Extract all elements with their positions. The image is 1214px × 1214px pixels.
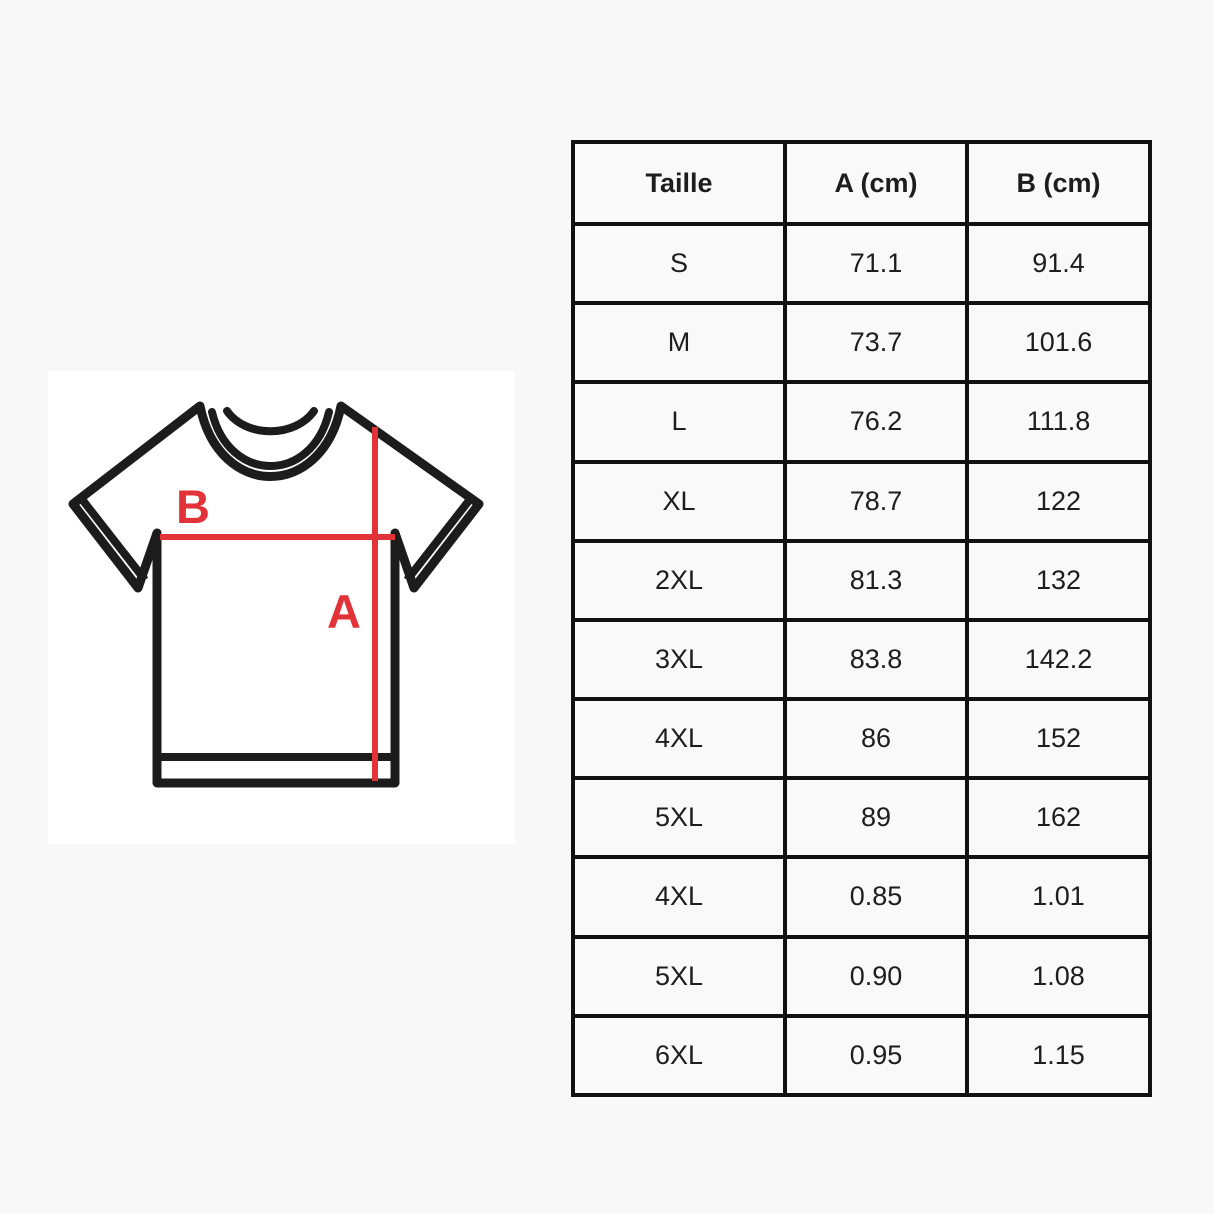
table-row: 6XL 0.95 1.15	[571, 1013, 1152, 1098]
size-cell: 2XL	[571, 538, 787, 622]
header-cell-taille: Taille	[571, 140, 787, 226]
size-cell: 5XL	[571, 934, 787, 1018]
a-value-cell: 73.7	[783, 301, 969, 385]
header-cell-a-cm: A (cm)	[783, 140, 969, 226]
left-cuff-line	[77, 495, 149, 583]
table-row: M 73.7 101.6	[571, 301, 1152, 385]
a-value-cell: 0.90	[783, 934, 969, 1018]
table-row: 3XL 83.8 142.2	[571, 617, 1152, 702]
header-row: Taille A (cm) B (cm)	[571, 140, 1152, 226]
size-cell: S	[571, 221, 787, 306]
table-row: L 76.2 111.8	[571, 380, 1152, 464]
size-cell: 4XL	[571, 855, 787, 939]
label-b: B	[176, 480, 210, 533]
size-table: Taille A (cm) B (cm) S 71.1 91.4 M 73.7 …	[571, 140, 1152, 1098]
a-value-cell: 76.2	[783, 380, 969, 464]
tshirt-illustration-icon: B A	[68, 401, 484, 788]
b-value-cell: 152	[965, 697, 1152, 781]
b-value-cell: 132	[965, 538, 1152, 622]
header-cell-b-cm: B (cm)	[965, 140, 1152, 226]
size-cell: L	[571, 380, 787, 464]
a-value-cell: 81.3	[783, 538, 969, 622]
collar-band-line	[208, 408, 333, 470]
table-row: 5XL 89 162	[571, 776, 1152, 860]
size-cell: 4XL	[571, 697, 787, 781]
a-value-cell: 86	[783, 697, 969, 781]
size-cell: 6XL	[571, 1013, 787, 1098]
a-value-cell: 0.95	[783, 1013, 969, 1098]
table-row: S 71.1 91.4	[571, 221, 1152, 306]
b-value-cell: 122	[965, 459, 1152, 543]
table-row: XL 78.7 122	[571, 459, 1152, 543]
collar-back-line	[223, 407, 318, 436]
label-a: A	[327, 585, 361, 638]
b-value-cell: 162	[965, 776, 1152, 860]
b-value-cell: 111.8	[965, 380, 1152, 464]
table-row: 5XL 0.90 1.08	[571, 934, 1152, 1018]
a-value-cell: 83.8	[783, 617, 969, 702]
size-cell: M	[571, 301, 787, 385]
tshirt-diagram-panel: B A	[48, 370, 515, 844]
b-value-cell: 142.2	[965, 617, 1152, 702]
b-value-cell: 1.08	[965, 934, 1152, 1018]
a-value-cell: 71.1	[783, 221, 969, 306]
b-value-cell: 101.6	[965, 301, 1152, 385]
size-cell: 5XL	[571, 776, 787, 860]
b-value-cell: 1.15	[965, 1013, 1152, 1098]
a-value-cell: 0.85	[783, 855, 969, 939]
table-row: 2XL 81.3 132	[571, 538, 1152, 622]
b-value-cell: 91.4	[965, 221, 1152, 306]
b-value-cell: 1.01	[965, 855, 1152, 939]
size-cell: 3XL	[571, 617, 787, 702]
table-row: 4XL 86 152	[571, 697, 1152, 781]
size-cell: XL	[571, 459, 787, 543]
a-value-cell: 78.7	[783, 459, 969, 543]
a-value-cell: 89	[783, 776, 969, 860]
right-cuff-line	[403, 495, 475, 583]
table-row: 4XL 0.85 1.01	[571, 855, 1152, 939]
